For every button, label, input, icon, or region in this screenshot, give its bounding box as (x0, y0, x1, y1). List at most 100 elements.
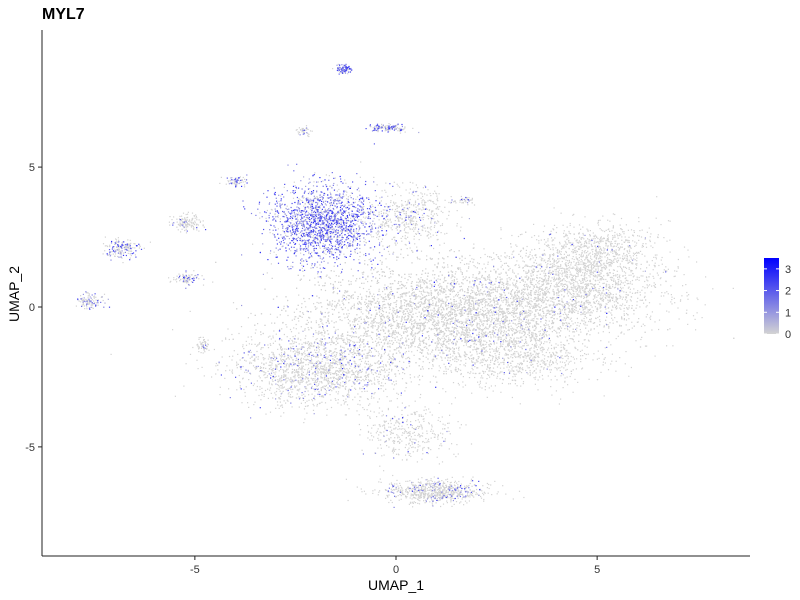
data-point (455, 343, 457, 345)
data-point (552, 351, 554, 354)
data-point (404, 292, 406, 294)
data-point (396, 341, 398, 343)
data-point (365, 295, 367, 297)
data-point (442, 388, 444, 390)
data-point (420, 301, 422, 303)
data-point (376, 312, 378, 314)
data-point (394, 337, 396, 339)
data-point (471, 291, 473, 293)
data-point (504, 326, 506, 329)
data-point (331, 303, 333, 305)
data-point (327, 312, 329, 314)
data-point (437, 300, 440, 302)
data-point (370, 317, 372, 319)
data-point (485, 360, 487, 362)
data-point (421, 297, 423, 300)
data-point (478, 292, 480, 294)
data-point (518, 264, 520, 266)
data-point (521, 332, 523, 334)
data-point (484, 327, 486, 330)
data-point (388, 304, 390, 306)
data-point (453, 286, 455, 288)
data-point (441, 311, 443, 313)
data-point (518, 266, 520, 269)
data-point (408, 305, 410, 307)
data-point (394, 313, 396, 315)
data-point (511, 329, 513, 331)
data-point (417, 258, 419, 260)
data-point (447, 315, 450, 317)
data-point (450, 314, 452, 316)
data-point (397, 325, 400, 327)
data-point (401, 317, 403, 319)
data-point (441, 298, 443, 300)
data-point (472, 333, 474, 335)
data-point (490, 323, 492, 326)
data-point (473, 265, 475, 267)
data-point (500, 294, 502, 296)
data-point (358, 320, 360, 322)
data-point (416, 256, 418, 258)
data-point (421, 340, 423, 342)
data-point (419, 319, 421, 321)
data-point (375, 277, 377, 279)
data-point (478, 278, 480, 280)
data-point (399, 343, 401, 345)
data-point (468, 301, 470, 303)
data-point (505, 341, 507, 343)
data-point (452, 347, 454, 349)
data-point (417, 284, 419, 286)
data-point (443, 316, 445, 318)
data-point (565, 308, 567, 310)
data-point (440, 329, 442, 332)
data-point (534, 305, 536, 307)
data-point (586, 284, 588, 286)
data-point (548, 288, 551, 290)
data-point (347, 294, 349, 297)
data-point (405, 337, 407, 339)
data-point (326, 308, 328, 310)
data-point (503, 291, 505, 293)
data-point (545, 314, 547, 317)
data-point (451, 309, 453, 311)
data-point (435, 303, 437, 305)
data-point (269, 313, 272, 315)
data-point (422, 349, 424, 351)
data-point (418, 295, 420, 297)
data-point (359, 251, 361, 253)
data-point (447, 368, 449, 370)
data-point (392, 273, 394, 275)
data-point (422, 281, 424, 283)
data-point (497, 303, 499, 305)
data-point (396, 336, 398, 338)
data-point (571, 312, 573, 314)
data-point (411, 307, 413, 310)
data-point (523, 293, 525, 296)
data-point (362, 313, 364, 315)
data-point (327, 320, 329, 323)
data-point (462, 294, 464, 297)
data-point (428, 312, 430, 314)
data-point (424, 291, 426, 293)
data-point (401, 342, 403, 344)
data-point (479, 325, 481, 327)
data-point (436, 345, 438, 347)
data-point (497, 256, 499, 258)
data-point (488, 303, 490, 305)
data-point (433, 324, 435, 327)
data-point (469, 313, 471, 315)
data-point (368, 312, 370, 314)
data-point (428, 306, 430, 309)
data-point (518, 340, 520, 342)
data-point (515, 329, 517, 331)
data-point (522, 279, 524, 281)
data-point (530, 303, 532, 306)
data-point (478, 356, 480, 358)
data-point (537, 312, 539, 314)
data-point (369, 258, 372, 260)
data-point (445, 335, 447, 337)
data-point (452, 317, 454, 319)
data-point (444, 288, 446, 291)
data-point (360, 316, 362, 318)
data-point (422, 270, 424, 272)
